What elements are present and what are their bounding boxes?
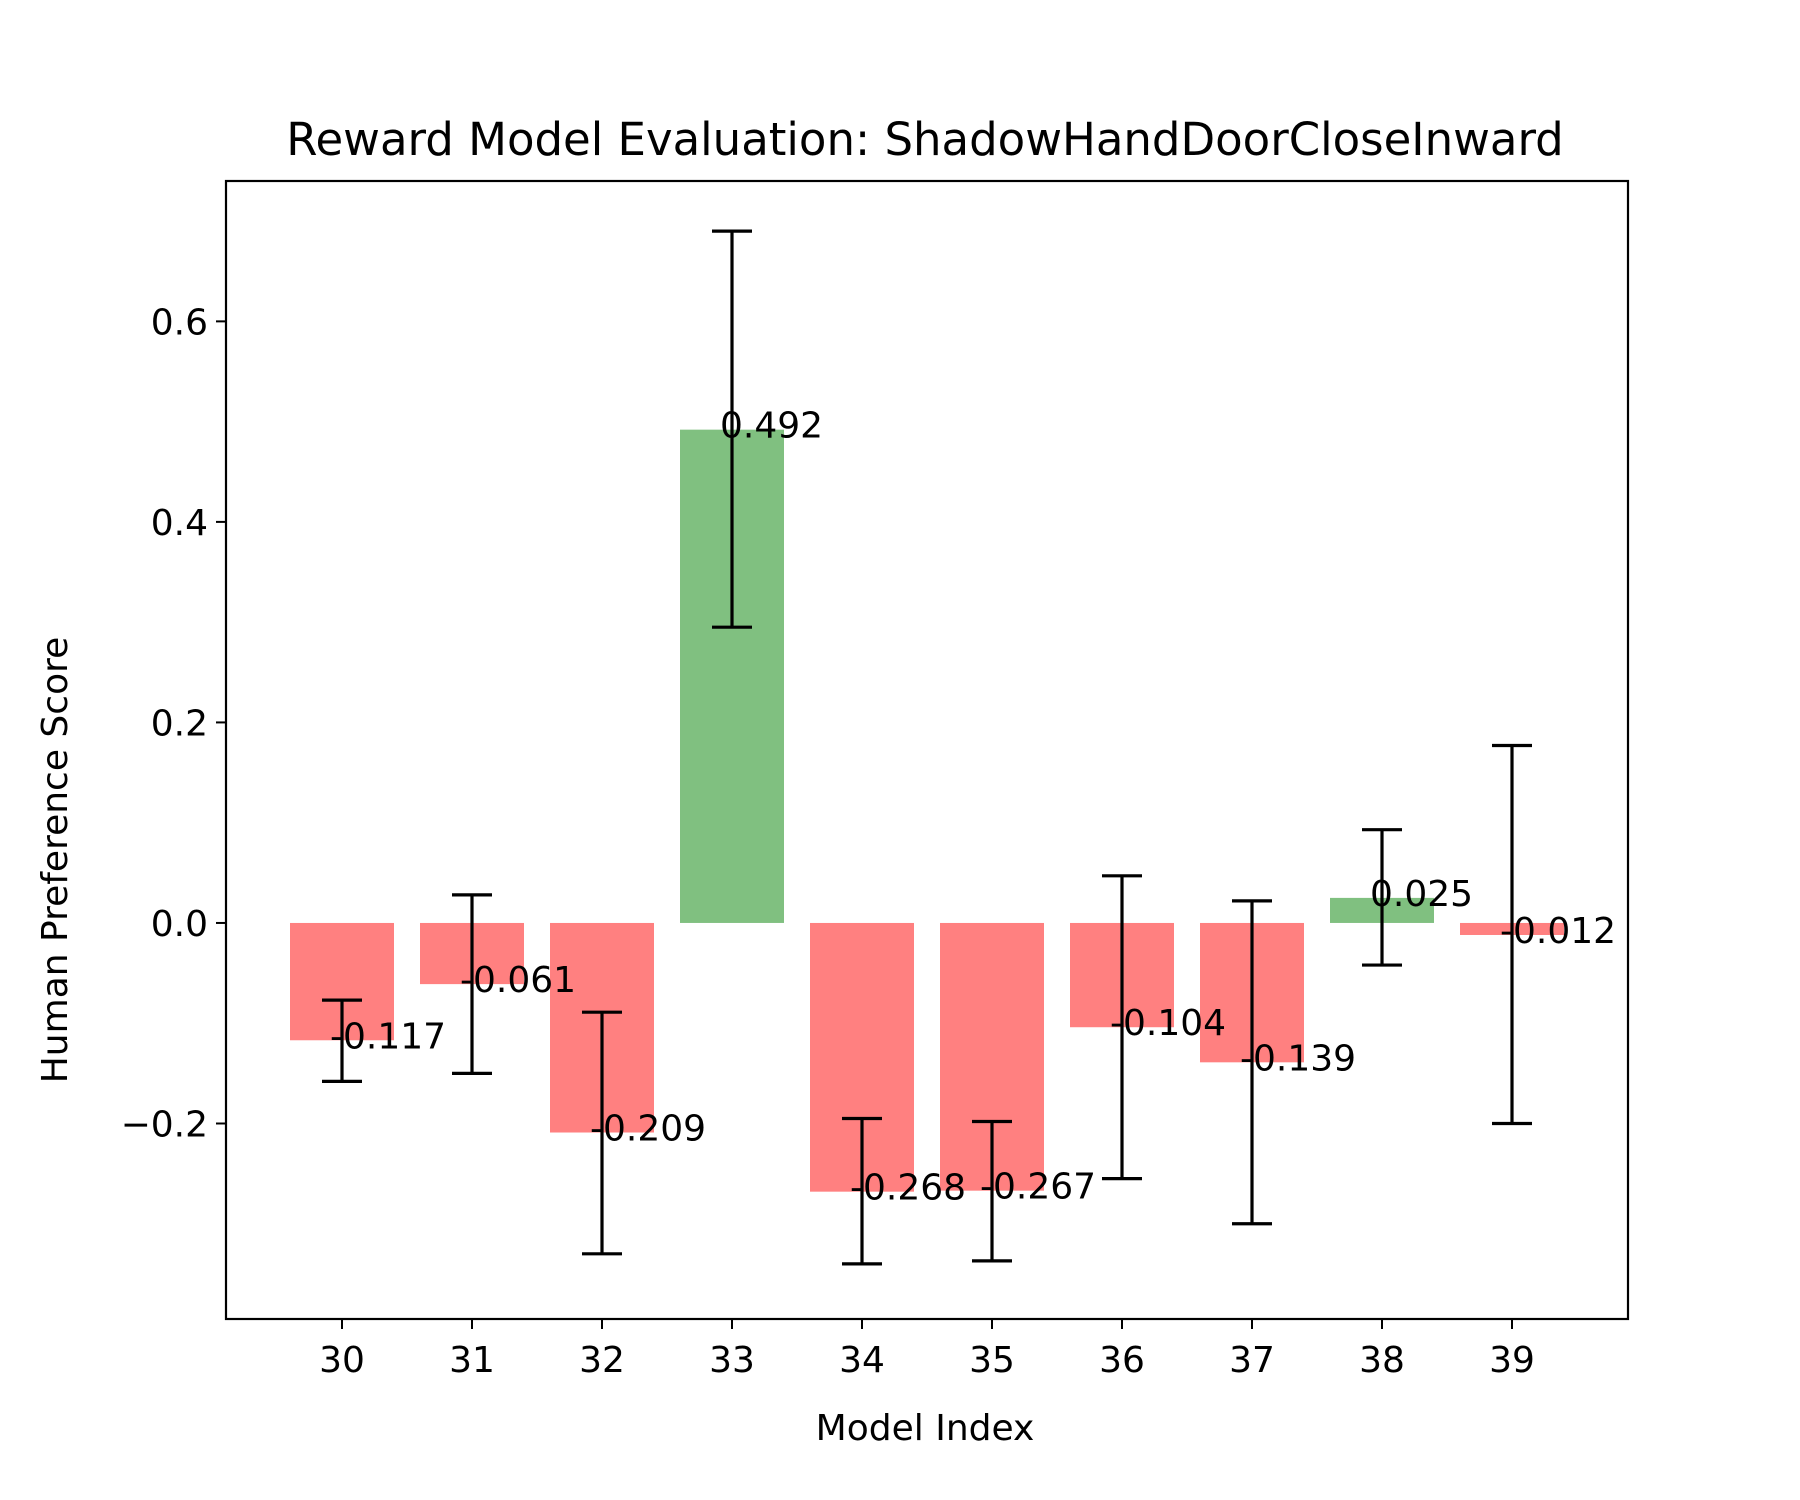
errorbar-33 bbox=[712, 229, 752, 629]
errorbar-37 bbox=[1232, 899, 1272, 1226]
data-label-30: -0.117 bbox=[330, 1016, 446, 1057]
x-tick-label-36: 36 bbox=[1099, 1340, 1145, 1381]
y-tick-label-2: 0.2 bbox=[151, 703, 208, 744]
errorbar-34 bbox=[842, 1116, 882, 1266]
y-tick-label-0: −0.2 bbox=[121, 1104, 208, 1145]
errorbar-32 bbox=[582, 1010, 622, 1256]
y-tick-label-1: 0.0 bbox=[151, 904, 208, 945]
x-tick-label-34: 34 bbox=[839, 1340, 885, 1381]
plot-frame bbox=[224, 179, 1630, 1321]
x-tick-label-32: 32 bbox=[579, 1340, 625, 1381]
errorbar-38 bbox=[1362, 828, 1402, 967]
axes-layer: 30 31 32 33 34 35 36 37 38 39 −0.2 0.0 0.2 0.4 0.6 bbox=[121, 179, 1630, 1381]
y-tick-label-4: 0.6 bbox=[151, 302, 208, 343]
data-label-34: -0.268 bbox=[850, 1168, 966, 1209]
data-label-39: -0.012 bbox=[1500, 911, 1616, 952]
x-tick-label-33: 33 bbox=[709, 1340, 755, 1381]
x-tick-label-30: 30 bbox=[319, 1340, 365, 1381]
errorbar-36 bbox=[1102, 874, 1142, 1181]
x-axis-label: Model Index bbox=[816, 1408, 1035, 1449]
data-label-38: 0.025 bbox=[1370, 874, 1473, 915]
x-tick-label-31: 31 bbox=[449, 1340, 495, 1381]
x-tick-label-35: 35 bbox=[969, 1340, 1015, 1381]
bars-layer bbox=[290, 429, 1564, 1192]
errorbar-39 bbox=[1492, 743, 1532, 1126]
data-label-31: -0.061 bbox=[460, 960, 576, 1001]
chart-title: Reward Model Evaluation: ShadowHandDoorC… bbox=[286, 113, 1564, 166]
data-label-32: -0.209 bbox=[590, 1109, 706, 1150]
data-label-35: -0.267 bbox=[980, 1167, 1096, 1208]
errorbar-31 bbox=[452, 893, 492, 1075]
y-axis-label: Human Preference Score bbox=[35, 637, 76, 1084]
errorbars-layer bbox=[322, 229, 1532, 1266]
x-tick-label-39: 39 bbox=[1489, 1340, 1535, 1381]
data-label-36: -0.104 bbox=[1110, 1003, 1226, 1044]
data-label-37: -0.139 bbox=[1240, 1038, 1356, 1079]
x-tick-label-37: 37 bbox=[1229, 1340, 1275, 1381]
errorbar-35 bbox=[972, 1119, 1012, 1263]
data-labels-layer: -0.117 -0.061 -0.209 0.492 -0.268 -0.267 -0.10… bbox=[330, 406, 1616, 1209]
errorbar-30 bbox=[322, 998, 362, 1083]
data-label-33: 0.492 bbox=[720, 406, 823, 447]
x-tick-label-38: 38 bbox=[1359, 1340, 1405, 1381]
y-tick-label-3: 0.4 bbox=[151, 503, 208, 544]
